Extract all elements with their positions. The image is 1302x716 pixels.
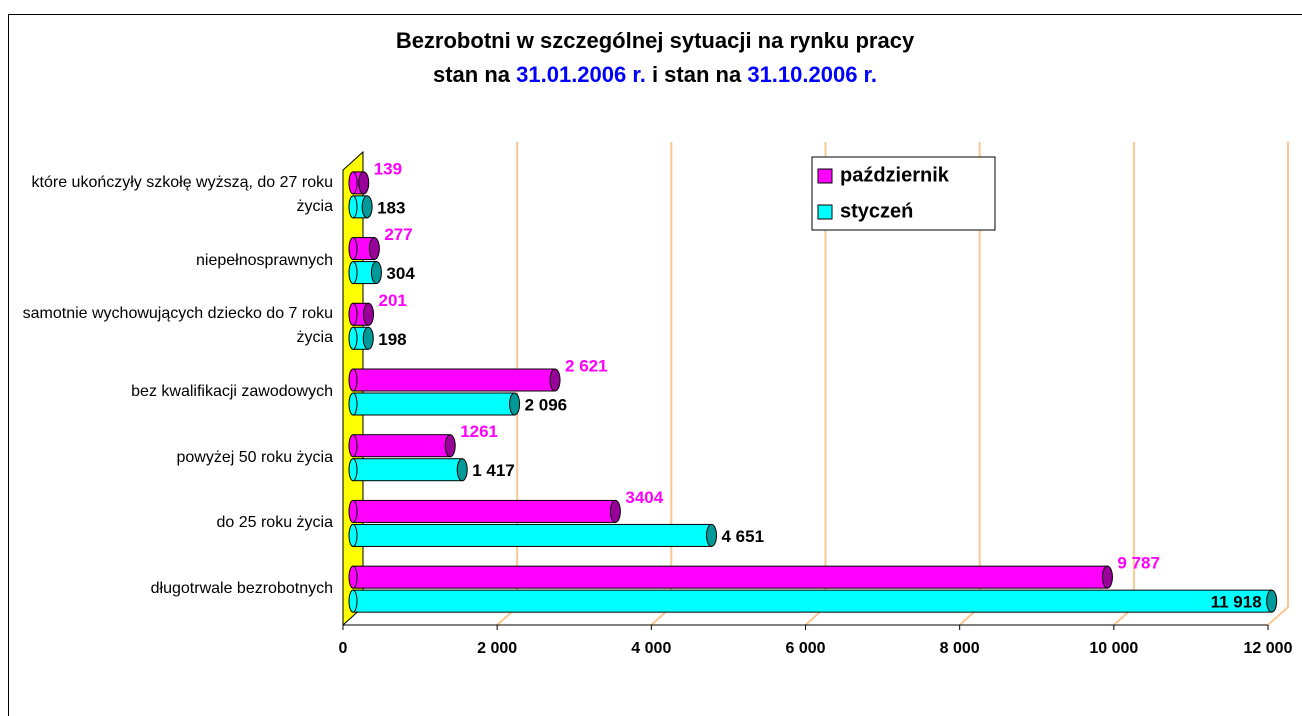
category-label: które ukończyły szkołę wyższą, do 27 rok… xyxy=(31,173,333,215)
bar-body xyxy=(352,458,463,482)
bar-end xyxy=(509,392,521,416)
bar-start xyxy=(348,261,358,285)
bar-start xyxy=(348,326,358,350)
bar-start xyxy=(348,171,358,195)
bar-end xyxy=(1101,565,1113,589)
bar xyxy=(348,171,370,195)
bar-end xyxy=(609,499,621,523)
bar-end xyxy=(706,523,718,547)
bar-body xyxy=(352,434,451,458)
bar-body xyxy=(352,499,616,523)
legend-label: styczeń xyxy=(840,200,913,222)
subtitle-part: stan na xyxy=(432,62,511,87)
bar-start xyxy=(348,589,358,613)
x-tick-label: 2 000 xyxy=(477,640,517,657)
legend-label: październik xyxy=(840,164,950,186)
bar-end xyxy=(549,368,561,392)
value-label: 139 xyxy=(374,159,402,178)
bar xyxy=(348,523,718,547)
grid-line xyxy=(1267,142,1289,626)
value-label: 1261 xyxy=(460,422,498,441)
bar xyxy=(348,589,1278,613)
legend-box xyxy=(811,156,996,231)
bar-body xyxy=(352,565,1108,589)
chart-frame xyxy=(8,14,1302,716)
bar-end xyxy=(368,237,380,261)
value-label: 183 xyxy=(377,198,405,217)
chart-subtitle: stan na 31.01.2006 r. i stan na 31.10.20… xyxy=(8,62,1302,88)
grid-line xyxy=(1113,142,1135,626)
bar-end xyxy=(362,326,374,350)
bar-start xyxy=(348,237,358,261)
bar-start xyxy=(348,499,358,523)
legend-swatch xyxy=(817,204,833,220)
bar-start xyxy=(348,392,358,416)
bar xyxy=(348,434,456,458)
legend-swatch xyxy=(817,168,833,184)
bar-end xyxy=(370,261,382,285)
bar-body xyxy=(352,523,713,547)
subtitle-date: 31.10.2006 r. xyxy=(747,62,878,87)
bar-end xyxy=(362,302,374,326)
value-label: 304 xyxy=(386,264,415,283)
bar xyxy=(348,302,374,326)
bar-start xyxy=(348,434,358,458)
category-label: niepełnosprawnych xyxy=(196,251,333,269)
bar xyxy=(348,499,621,523)
value-label: 277 xyxy=(384,225,412,244)
bar-body xyxy=(352,392,516,416)
bar-start xyxy=(348,458,358,482)
bar xyxy=(348,565,1113,589)
bar-end xyxy=(358,171,370,195)
value-label: 3404 xyxy=(625,488,663,507)
bar-end xyxy=(361,195,373,219)
chart-title: Bezrobotni w szczególnej sytuacji na ryn… xyxy=(395,28,915,53)
bar-start xyxy=(348,368,358,392)
bar-end xyxy=(1266,589,1278,613)
bar-start xyxy=(348,195,358,219)
bar-end xyxy=(456,458,468,482)
x-tick-label: 6 000 xyxy=(785,640,825,657)
bar-start xyxy=(348,302,358,326)
bar-body xyxy=(352,368,556,392)
category-label: bez kwalifikacji zawodowych xyxy=(131,383,333,400)
value-label: 198 xyxy=(378,330,406,349)
x-tick-label: 12 000 xyxy=(1244,640,1293,657)
category-label: powyżej 50 roku życia xyxy=(176,448,333,466)
category-label: do 25 roku życia xyxy=(216,514,333,532)
grid-line xyxy=(650,142,673,626)
bar-end xyxy=(444,434,456,458)
value-label: 1 417 xyxy=(472,461,515,480)
category-label: długotrwale bezrobotnych xyxy=(150,580,333,598)
subtitle-date: 31.01.2006 r. xyxy=(516,62,646,87)
category-label: samotnie wychowujących dziecko do 7 roku… xyxy=(22,305,333,347)
value-label: 2 096 xyxy=(525,395,568,414)
value-label: 9 787 xyxy=(1117,554,1160,573)
x-tick-label: 8 000 xyxy=(940,640,980,657)
value-label: 4 651 xyxy=(722,527,765,546)
bar xyxy=(348,392,521,416)
value-label: 201 xyxy=(378,291,406,310)
bar xyxy=(348,195,373,219)
bar-body xyxy=(352,589,1273,613)
subtitle-part: i stan na xyxy=(651,62,742,87)
bar xyxy=(348,458,468,482)
x-tick-label: 0 xyxy=(339,640,348,657)
bar xyxy=(348,368,561,392)
bar-start xyxy=(348,523,358,547)
x-tick-label: 10 000 xyxy=(1089,640,1138,657)
bar xyxy=(348,237,380,261)
bar-start xyxy=(348,565,358,589)
x-tick-label: 4 000 xyxy=(631,640,671,657)
value-label: 11 918 xyxy=(1211,593,1262,612)
bar xyxy=(348,326,374,350)
bar xyxy=(348,261,382,285)
value-label: 2 621 xyxy=(565,356,608,375)
